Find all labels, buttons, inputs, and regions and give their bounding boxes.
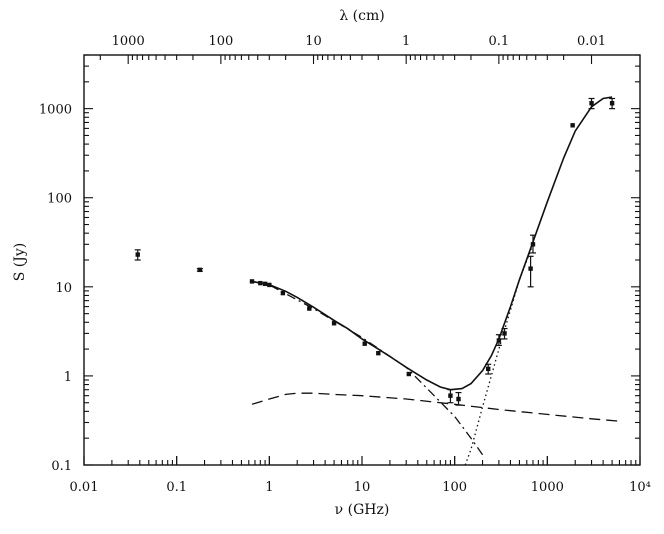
data-point xyxy=(362,341,367,346)
data-point xyxy=(262,281,268,287)
top-tick-label: 100 xyxy=(208,34,233,49)
model-curves xyxy=(251,96,620,465)
data-point xyxy=(502,331,507,336)
data-point xyxy=(280,290,286,296)
data-point xyxy=(406,371,412,377)
data-point xyxy=(570,123,575,128)
model-curve-dashed xyxy=(251,392,620,422)
x-tick-label: 10⁴ xyxy=(629,480,651,495)
x-tick-label: 1000 xyxy=(531,480,564,495)
data-point xyxy=(376,350,381,356)
data-point xyxy=(307,306,312,311)
x-tick-label: 0.01 xyxy=(70,480,99,495)
x-axis-title: ν (GHz) xyxy=(335,502,390,518)
data-point xyxy=(267,282,272,288)
y-tick-label: 1 xyxy=(64,370,72,385)
data-point xyxy=(448,393,453,398)
x-tick-label: 100 xyxy=(442,480,467,495)
top-tick-label: 0.1 xyxy=(489,34,510,49)
data-point xyxy=(530,242,536,247)
plot-frame xyxy=(83,54,641,466)
data-point xyxy=(485,366,491,372)
data-point xyxy=(589,101,594,106)
axis-ticks xyxy=(83,54,641,466)
y-tick-label: 0.1 xyxy=(51,459,72,474)
data-point xyxy=(249,279,255,284)
x-tick-label: 0.1 xyxy=(166,480,187,495)
y-tick-label: 1000 xyxy=(39,103,72,118)
x-tick-label: 10 xyxy=(354,480,371,495)
data-point xyxy=(135,252,140,257)
data-point xyxy=(496,338,502,343)
model-curve-dotted xyxy=(464,244,534,465)
top-tick-label: 0.01 xyxy=(577,34,606,49)
model-curve-solid xyxy=(251,96,613,391)
data-point xyxy=(197,267,203,273)
top-tick-label: 1000 xyxy=(112,34,145,49)
data-point xyxy=(456,396,461,402)
x-tick-label: 1 xyxy=(265,480,273,495)
y-tick-label: 10 xyxy=(55,281,72,296)
data-points xyxy=(134,97,616,406)
y-tick-label: 100 xyxy=(47,192,72,207)
top-tick-label: 10 xyxy=(305,34,322,49)
top-axis-title: λ (cm) xyxy=(339,8,384,24)
data-point xyxy=(331,321,337,326)
y-axis-title: S (Jy) xyxy=(12,243,28,282)
data-point xyxy=(528,266,533,271)
data-point xyxy=(258,280,263,286)
top-tick-label: 1 xyxy=(402,34,410,49)
data-point xyxy=(609,101,615,106)
model-curve-dash-dot xyxy=(251,280,484,456)
